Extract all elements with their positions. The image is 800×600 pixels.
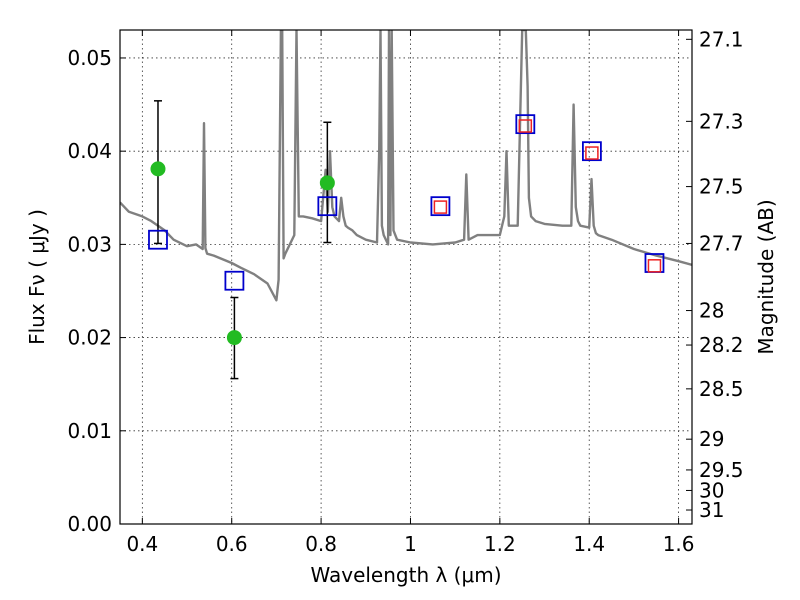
x-tick-label: 0.8: [305, 532, 337, 556]
right-tick-label: 28.5: [699, 377, 744, 401]
markers: [148, 100, 665, 380]
x-tick-label: 0.6: [216, 532, 248, 556]
grid: [120, 30, 692, 524]
right-tick-label: 27.7: [699, 231, 744, 255]
x-tick-label: 1.2: [484, 532, 516, 556]
right-axis-label: Magnitude (AB): [754, 199, 778, 354]
right-tick-label: 28: [699, 299, 724, 323]
x-tick-label: 1.6: [663, 532, 695, 556]
spectrum-line: [120, 30, 692, 302]
y-tick-label: 0.01: [67, 419, 112, 443]
plot-area: [120, 30, 692, 302]
model-point: [582, 141, 602, 162]
x-tick-label: 0.4: [126, 532, 158, 556]
model-point: [224, 270, 245, 291]
y-tick-label: 0.02: [67, 326, 112, 350]
observed-point: [150, 161, 166, 177]
upper-point: [647, 259, 662, 273]
y-tick-label: 0.03: [67, 232, 112, 256]
right-tick-label: 28.2: [699, 333, 744, 357]
right-tick-label: 31: [699, 498, 724, 522]
right-tick-label: 27.5: [699, 175, 744, 199]
y-tick-label: 0.04: [67, 139, 112, 163]
right-tick-label: 29.5: [699, 458, 744, 482]
right-tick-label: 30: [699, 478, 724, 502]
model-point: [430, 196, 451, 217]
right-tick-label: 29: [699, 427, 724, 451]
observed-point: [226, 330, 242, 346]
plot-frame: [119, 29, 693, 525]
x-axis-label: Wavelength λ (μm): [310, 563, 501, 587]
ticks: 0.4 0.6 0.8 1 1.2 1.4 1.6 0.00 0.01 0.02 0.03 0.04 0…: [67, 27, 743, 556]
observed-point: [319, 175, 335, 191]
upper-point: [433, 200, 448, 214]
upper-point: [518, 119, 533, 133]
upper-point: [585, 146, 599, 160]
model-point: [148, 229, 168, 250]
y-axis-label: Flux Fν ( μJy ): [25, 209, 49, 345]
right-tick-label: 27.1: [699, 27, 744, 51]
y-tick-label: 0.00: [67, 512, 112, 536]
model-point: [317, 196, 338, 217]
model-point: [515, 114, 536, 135]
x-tick-label: 1.4: [573, 532, 605, 556]
plot-background: [120, 30, 692, 524]
right-tick-label: 27.3: [699, 109, 744, 133]
x-tick-label: 1: [404, 532, 417, 556]
y-tick-label: 0.05: [67, 46, 112, 70]
